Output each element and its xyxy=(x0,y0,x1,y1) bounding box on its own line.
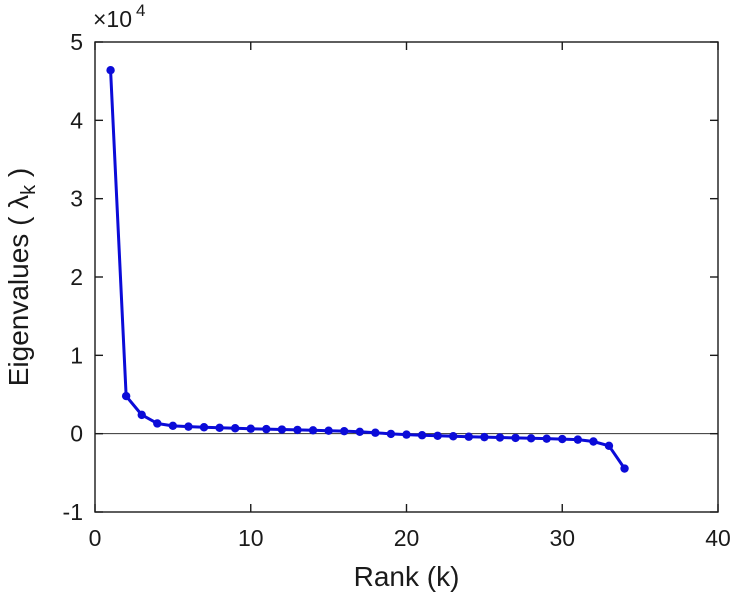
data-point-marker xyxy=(277,425,287,434)
y-tick-label: 5 xyxy=(70,29,83,55)
data-point-marker xyxy=(558,434,567,444)
y-tick-label: -1 xyxy=(63,499,83,525)
data-point-marker xyxy=(184,422,193,431)
data-point-marker xyxy=(246,424,255,433)
y-tick-label: 1 xyxy=(70,342,83,368)
data-point-marker xyxy=(511,433,520,443)
data-point-marker xyxy=(604,441,614,451)
data-point-marker xyxy=(433,431,442,440)
y-tick-label: 2 xyxy=(70,264,83,290)
data-point-marker xyxy=(262,424,271,434)
data-point-marker xyxy=(324,426,333,435)
x-tick-label: 30 xyxy=(549,525,575,551)
data-point-marker xyxy=(495,433,505,442)
data-point-marker xyxy=(230,424,240,433)
x-tick-label: 40 xyxy=(705,525,731,551)
data-point-marker xyxy=(355,427,364,436)
y-tick-label: 3 xyxy=(70,186,83,212)
data-point-marker xyxy=(371,428,380,437)
x-tick-label: 10 xyxy=(238,525,264,551)
data-point-marker xyxy=(573,435,583,444)
x-tick-label: 0 xyxy=(89,525,102,551)
data-point-marker xyxy=(542,434,551,443)
data-point-marker xyxy=(215,423,224,432)
y-axis-exponent-label: ×10 4 xyxy=(93,1,145,32)
data-point-marker xyxy=(480,432,489,442)
y-tick-label: 4 xyxy=(70,107,83,133)
data-point-marker xyxy=(620,464,629,473)
data-point-marker xyxy=(417,431,427,440)
data-point-marker xyxy=(199,423,209,432)
data-point-marker xyxy=(153,419,162,428)
data-point-marker xyxy=(308,426,318,435)
y-axis-label: Eigenvalues ( λk ) xyxy=(3,168,40,387)
data-point-marker xyxy=(340,426,349,436)
data-point-marker xyxy=(402,430,411,439)
x-tick-label: 20 xyxy=(394,525,420,551)
data-point-marker xyxy=(449,432,458,441)
data-point-marker xyxy=(106,66,115,75)
data-point-marker xyxy=(386,429,396,439)
data-point-marker xyxy=(589,437,598,446)
data-point-marker xyxy=(137,410,146,420)
data-point-marker xyxy=(464,432,473,441)
data-point-marker xyxy=(526,434,536,443)
x-axis-label: Rank (k) xyxy=(354,561,460,592)
data-point-marker xyxy=(121,391,131,401)
data-point-marker xyxy=(168,421,178,431)
data-point-marker xyxy=(293,425,302,435)
plot-box xyxy=(94,41,719,513)
series-line xyxy=(109,68,627,471)
y-tick-label: 0 xyxy=(70,421,83,447)
